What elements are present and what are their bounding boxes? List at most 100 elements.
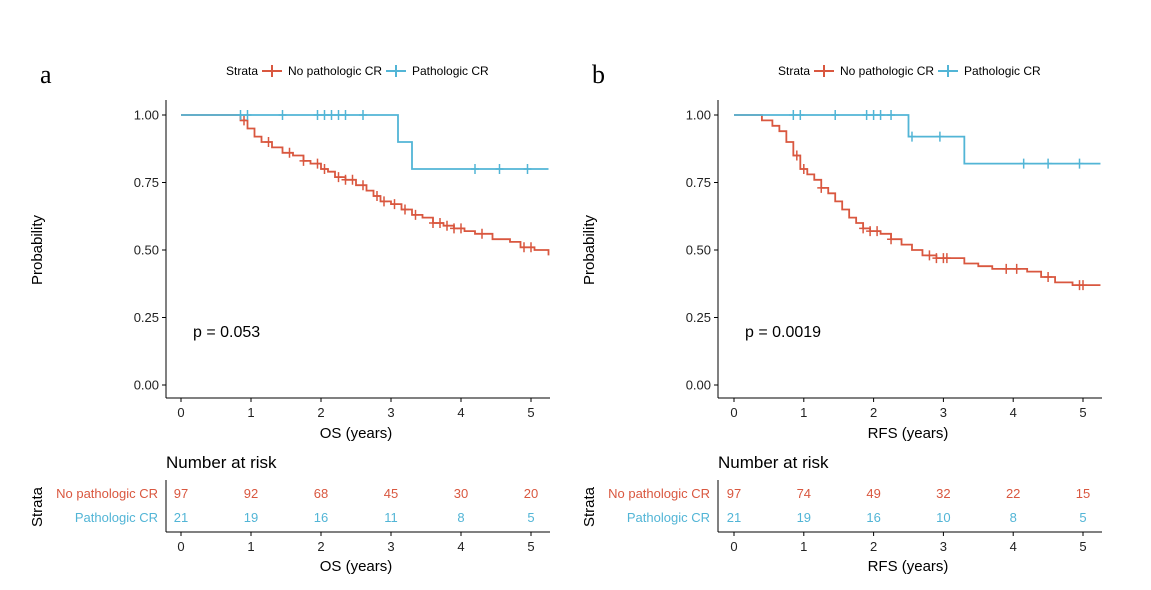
censor-mark-no-pcr-b — [1002, 263, 1011, 274]
risk-count-no-pcr-b: 22 — [1006, 486, 1020, 501]
censor-mark-no-pcr-a — [299, 155, 308, 166]
censor-mark-no-pcr-b — [1044, 272, 1053, 282]
risk-x-tick-label-b: 1 — [800, 539, 807, 554]
censor-mark-pcr-a — [236, 110, 245, 120]
risk-values-a: 97 92 68 45 30 20 21 19 16 11 8 5 — [174, 486, 538, 525]
risk-count-pcr-b: 8 — [1010, 510, 1017, 525]
risk-count-no-pcr-b: 15 — [1076, 486, 1090, 501]
y-tick-label-a: 0.75 — [134, 175, 159, 190]
censor-mark-no-pcr-a — [334, 172, 343, 183]
y-axis-title-b: Probability — [581, 214, 598, 285]
risk-count-no-pcr-a: 20 — [524, 486, 538, 501]
censor-mark-no-pcr-b — [1012, 263, 1021, 274]
x-tick-label-a: 0 — [177, 405, 184, 420]
risk-x-tick-label-b: 5 — [1079, 539, 1086, 554]
censor-mark-no-pcr-a — [313, 158, 322, 169]
legend-a: Strata No pathologic CR Pathologic CR — [226, 64, 489, 78]
censor-mark-no-pcr-b — [799, 164, 808, 174]
censor-mark-pcr-a — [471, 164, 479, 174]
censor-mark-pcr-a — [341, 110, 350, 120]
risk-x-tick-label-a: 0 — [177, 539, 184, 554]
censor-mark-pcr-b — [862, 110, 871, 120]
censor-mark-no-pcr-a — [429, 218, 437, 228]
x-tick-label-a: 2 — [317, 405, 324, 420]
risk-title-a: Number at risk — [166, 453, 277, 472]
censor-mark-no-pcr-b — [925, 250, 934, 261]
censor-mark-no-pcr-a — [341, 174, 350, 185]
risk-x-title-a: OS (years) — [320, 558, 393, 575]
legend-b: Strata No pathologic CR Pathologic CR — [778, 64, 1041, 78]
legend-label-no-pcr-b: No pathologic CR — [840, 64, 934, 78]
risk-x-tick-label-b: 2 — [870, 539, 877, 554]
risk-count-pcr-b: 21 — [727, 510, 741, 525]
y-tick-label-b: 0.75 — [686, 175, 711, 190]
risk-row-label-pcr-a: Pathologic CR — [75, 510, 158, 525]
risk-count-no-pcr-b: 32 — [936, 486, 950, 501]
risk-x-tick-label-a: 4 — [457, 539, 464, 554]
legend-label-pcr-a: Pathologic CR — [412, 64, 489, 78]
censor-mark-no-pcr-a — [443, 220, 451, 231]
risk-count-pcr-a: 8 — [457, 510, 464, 525]
x-tick-label-a: 5 — [527, 405, 534, 420]
censor-mark-pcr-b — [935, 131, 944, 142]
risk-count-no-pcr-a: 30 — [454, 486, 468, 501]
censor-mark-no-pcr-b — [1079, 280, 1087, 291]
risk-count-no-pcr-a: 97 — [174, 486, 188, 501]
censor-mark-no-pcr-b — [887, 234, 896, 245]
censor-mark-pcr-b — [907, 131, 916, 142]
risk-count-no-pcr-a: 45 — [384, 486, 398, 501]
p-value-a: p = 0.053 — [193, 324, 260, 341]
km-curve-pcr-a — [181, 114, 549, 170]
censor-mark-no-pcr-a — [401, 204, 409, 215]
censor-mark-no-pcr-a — [450, 223, 458, 234]
x-tick-label-b: 3 — [940, 405, 947, 420]
censor-mark-no-pcr-b — [932, 253, 941, 264]
y-tick-label-b: 0.00 — [686, 378, 711, 393]
censor-mark-pcr-a — [327, 110, 336, 120]
censor-mark-pcr-b — [831, 110, 840, 120]
risk-count-pcr-b: 16 — [866, 510, 880, 525]
risk-count-no-pcr-a: 68 — [314, 486, 328, 501]
risk-table-b: Number at risk Strata No pathologic CR P… — [581, 453, 1102, 575]
x-tick-label-b: 5 — [1079, 405, 1086, 420]
censor-mark-pcr-b — [1044, 158, 1053, 169]
censor-mark-pcr-b — [869, 110, 878, 120]
panel-b: b Strata No pathologic CR Pathologic CR … — [581, 60, 1102, 575]
risk-table-a: Number at risk Strata No pathologic CR P… — [29, 453, 550, 575]
risk-title-b: Number at risk — [718, 453, 829, 472]
censor-mark-pcr-a — [243, 110, 252, 120]
x-tick-label-b: 1 — [800, 405, 807, 420]
censor-mark-pcr-a — [359, 110, 367, 120]
censor-mark-pcr-a — [334, 110, 343, 120]
risk-row-label-no-pcr-b: No pathologic CR — [608, 486, 710, 501]
censor-mark-no-pcr-a — [348, 174, 357, 185]
risk-x-tick-label-b: 4 — [1010, 539, 1017, 554]
risk-x-title-b: RFS (years) — [868, 558, 949, 575]
censor-mark-pcr-a — [313, 110, 322, 120]
censor-mark-no-pcr-a — [320, 164, 329, 174]
censor-mark-no-pcr-a — [380, 196, 388, 207]
censor-mark-pcr-b — [876, 110, 885, 120]
censor-mark-no-pcr-b — [873, 226, 882, 237]
x-tick-label-a: 1 — [247, 405, 254, 420]
censor-mark-no-pcr-b — [866, 226, 875, 237]
censor-mark-no-pcr-b — [942, 253, 951, 264]
survival-curves-b — [734, 110, 1101, 291]
risk-count-pcr-b: 10 — [936, 510, 950, 525]
risk-count-pcr-a: 16 — [314, 510, 328, 525]
risk-count-pcr-a: 21 — [174, 510, 188, 525]
y-tick-label-a: 0.25 — [134, 310, 159, 325]
censor-mark-no-pcr-a — [390, 199, 399, 210]
censor-mark-no-pcr-a — [457, 223, 465, 234]
censor-mark-pcr-a — [523, 164, 532, 174]
y-tick-label-b: 0.50 — [686, 243, 711, 258]
censor-mark-pcr-b — [1019, 158, 1028, 169]
risk-y-title-b: Strata — [581, 486, 598, 527]
legend-title-b: Strata — [778, 64, 810, 78]
legend-label-no-pcr-a: No pathologic CR — [288, 64, 382, 78]
censor-mark-no-pcr-b — [817, 182, 826, 193]
censor-mark-pcr-b — [796, 110, 805, 120]
censor-mark-no-pcr-a — [527, 242, 535, 253]
censor-mark-no-pcr-a — [264, 137, 273, 147]
censor-mark-pcr-b — [1075, 158, 1084, 169]
